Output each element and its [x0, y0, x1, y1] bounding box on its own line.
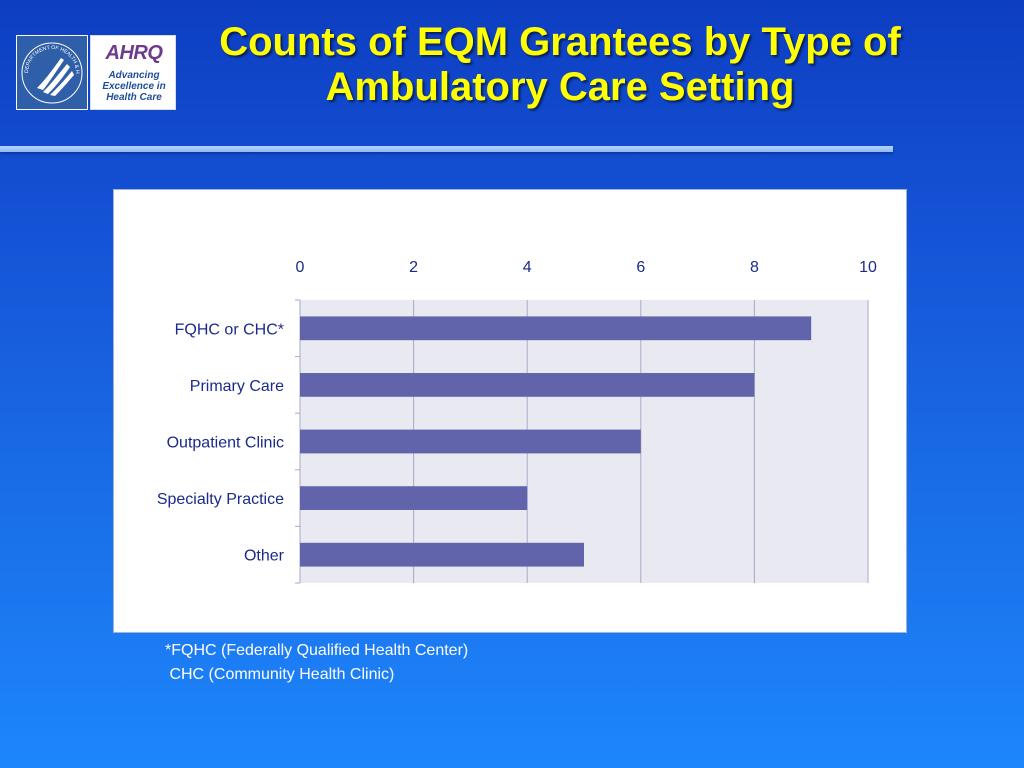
bar [300, 373, 755, 397]
category-label: Other [244, 548, 285, 565]
x-tick-label: 8 [750, 259, 759, 276]
ahrq-logo-icon: AHRQ [105, 42, 163, 64]
x-tick-label: 2 [409, 259, 418, 276]
ahrq-tagline: Advancing Excellence in Health Care [102, 70, 166, 103]
slide-title: Counts of EQM Grantees by Type of Ambula… [219, 20, 901, 109]
chart-container: 0 2 4 6 8 10 FQHC or CHC* Primary Care Outpatien… [113, 189, 907, 633]
category-label: Primary Care [190, 378, 284, 395]
category-label: Specialty Practice [157, 491, 284, 508]
bar [300, 486, 528, 510]
bar-chart: 0 2 4 6 8 10 FQHC or CHC* Primary Care Outpatien… [157, 259, 877, 584]
x-tick-label: 10 [859, 259, 877, 276]
bar [300, 429, 641, 454]
svg-text:DEPARTMENT OF HEALTH & HUMAN S: DEPARTMENT OF HEALTH & HUMAN SERVICES US… [17, 36, 80, 74]
x-tick-label: 6 [636, 259, 645, 276]
hhs-logo: DEPARTMENT OF HEALTH & HUMAN SERVICES US… [15, 32, 88, 110]
title-divider [0, 146, 893, 152]
category-label: FQHC or CHC* [175, 321, 284, 338]
bar [300, 316, 812, 341]
footnote-chc: CHC (Community Health Clinic) [165, 666, 395, 683]
footnote-fqhc: *FQHC (Federally Qualified Health Center… [165, 642, 469, 659]
x-tick-label: 4 [523, 259, 532, 276]
bar [300, 542, 584, 567]
category-label: Outpatient Clinic [167, 435, 284, 452]
hhs-seal-text: DEPARTMENT OF HEALTH & HUMAN SERVICES US… [15, 32, 80, 74]
x-tick-label: 0 [296, 259, 305, 276]
hhs-eagle-seal-icon: DEPARTMENT OF HEALTH & HUMAN SERVICES US… [15, 32, 83, 104]
ahrq-logo: AHRQ Advancing Excellence in Health Care [90, 35, 176, 110]
footnotes: *FQHC (Federally Qualified Health Center… [165, 639, 468, 687]
